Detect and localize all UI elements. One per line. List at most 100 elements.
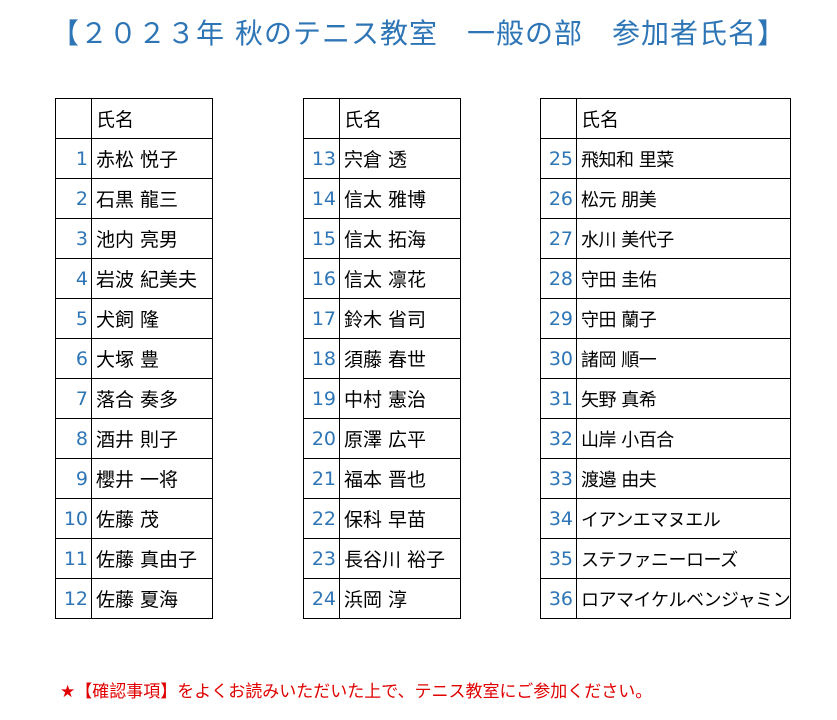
- participant-name: 長谷川 裕子: [339, 538, 461, 579]
- participant-name: イアンエマヌエル: [575, 498, 792, 539]
- participant-name: 酒井 則子: [91, 418, 213, 459]
- participant-number: 23: [303, 538, 340, 579]
- participant-name: 大塚 豊: [91, 338, 213, 379]
- table-row: 20 原澤 広平: [303, 418, 461, 459]
- table-row: 12 佐藤 夏海: [55, 578, 213, 619]
- table-row: 7 落合 奏多: [55, 378, 213, 419]
- page-title: 【２０２３年 秋のテニス教室 一般の部 参加者氏名】: [51, 17, 786, 50]
- participant-name: 佐藤 茂: [91, 498, 213, 539]
- participant-name: 水川 美代子: [575, 218, 792, 259]
- table-row: 18 須藤 春世: [303, 338, 461, 379]
- table-row: 26 松元 朋美: [540, 178, 792, 219]
- participant-number: 25: [540, 138, 577, 179]
- table-header-row: 氏名: [55, 98, 213, 139]
- participant-name: 石黒 龍三: [91, 178, 213, 219]
- table-row: 15 信太 拓海: [303, 218, 461, 259]
- participant-name: 諸岡 順一: [575, 338, 792, 379]
- participant-name: 守田 蘭子: [575, 298, 792, 339]
- participant-name: 鈴木 省司: [339, 298, 461, 339]
- participant-name: 信太 拓海: [339, 218, 461, 259]
- participant-name: 山岸 小百合: [575, 418, 792, 459]
- table-row: 29 守田 蘭子: [540, 298, 792, 339]
- participant-number: 36: [540, 578, 577, 619]
- participant-name: 櫻井 一将: [91, 458, 213, 499]
- table-row: 5 犬飼 隆: [55, 298, 213, 339]
- table-row: 19 中村 憲治: [303, 378, 461, 419]
- table-row: 30 諸岡 順一: [540, 338, 792, 379]
- participant-name: 中村 憲治: [339, 378, 461, 419]
- table-row: 9 櫻井 一将: [55, 458, 213, 499]
- table-row: 33 渡邉 由夫: [540, 458, 792, 499]
- participant-number: 17: [303, 298, 340, 339]
- participant-name: 宍倉 透: [339, 138, 461, 179]
- participant-name: 落合 奏多: [91, 378, 213, 419]
- participant-name: ステファニーローズ: [575, 538, 792, 579]
- table-row: 28 守田 圭佑: [540, 258, 792, 299]
- participant-name: 松元 朋美: [575, 178, 792, 219]
- notice-text: ★【確認事項】をよくお読みいただいた上で、テニス教室にご参加ください。: [60, 682, 653, 702]
- participant-number: 28: [540, 258, 577, 299]
- participant-number: 19: [303, 378, 340, 419]
- participant-name: 佐藤 夏海: [91, 578, 213, 619]
- participant-number: 14: [303, 178, 340, 219]
- table-row: 8 酒井 則子: [55, 418, 213, 459]
- participant-name: 矢野 真希: [575, 378, 792, 419]
- table-row: 2 石黒 龍三: [55, 178, 213, 219]
- table-row: 32 山岸 小百合: [540, 418, 792, 459]
- participant-name: 犬飼 隆: [91, 298, 213, 339]
- participant-number: 33: [540, 458, 577, 499]
- participant-number: 26: [540, 178, 577, 219]
- number-header-cell: [55, 98, 92, 139]
- participant-number: 20: [303, 418, 340, 459]
- participant-name: 赤松 悦子: [91, 138, 213, 179]
- table-row: 4 岩波 紀美夫: [55, 258, 213, 299]
- participant-number: 18: [303, 338, 340, 379]
- table-row: 34 イアンエマヌエル: [540, 498, 792, 539]
- participant-number: 21: [303, 458, 340, 499]
- participant-number: 4: [55, 258, 92, 299]
- number-header-cell: [540, 98, 577, 139]
- table-row: 1 赤松 悦子: [55, 138, 213, 179]
- table-row: 10 佐藤 茂: [55, 498, 213, 539]
- participant-number: 12: [55, 578, 92, 619]
- participant-table-2: 氏名 13 宍倉 透 14 信太 雅博 15 信太 拓海 16 信太 凛花 17 鈴木 省司 18 須…: [303, 98, 461, 619]
- table-row: 13 宍倉 透: [303, 138, 461, 179]
- participant-number: 32: [540, 418, 577, 459]
- participant-number: 5: [55, 298, 92, 339]
- table-row: 22 保科 早苗: [303, 498, 461, 539]
- participant-name: 守田 圭佑: [575, 258, 792, 299]
- participant-number: 9: [55, 458, 92, 499]
- table-row: 35 ステファニーローズ: [540, 538, 792, 579]
- table-row: 24 浜岡 淳: [303, 578, 461, 619]
- participant-name: 原澤 広平: [339, 418, 461, 459]
- participant-number: 2: [55, 178, 92, 219]
- participant-number: 3: [55, 218, 92, 259]
- table-row: 31 矢野 真希: [540, 378, 792, 419]
- participant-number: 29: [540, 298, 577, 339]
- participant-name: 岩波 紀美夫: [91, 258, 213, 299]
- table-row: 21 福本 晋也: [303, 458, 461, 499]
- participant-number: 27: [540, 218, 577, 259]
- participant-table-3: 氏名 25 飛知和 里菜 26 松元 朋美 27 水川 美代子 28 守田 圭佑 29 守田 蘭子…: [540, 98, 792, 619]
- name-header-cell: 氏名: [575, 98, 792, 139]
- table-row: 16 信太 凛花: [303, 258, 461, 299]
- name-header-cell: 氏名: [91, 98, 213, 139]
- participant-number: 1: [55, 138, 92, 179]
- table-row: 23 長谷川 裕子: [303, 538, 461, 579]
- participant-name: ロアマイケルベンジャミン: [575, 578, 792, 619]
- participant-number: 7: [55, 378, 92, 419]
- number-header-cell: [303, 98, 340, 139]
- table-row: 25 飛知和 里菜: [540, 138, 792, 179]
- participant-name: 福本 晋也: [339, 458, 461, 499]
- participant-number: 30: [540, 338, 577, 379]
- participant-number: 13: [303, 138, 340, 179]
- table-row: 14 信太 雅博: [303, 178, 461, 219]
- participant-number: 6: [55, 338, 92, 379]
- participant-name: 須藤 春世: [339, 338, 461, 379]
- participant-name: 佐藤 真由子: [91, 538, 213, 579]
- table-row: 27 水川 美代子: [540, 218, 792, 259]
- table-header-row: 氏名: [540, 98, 792, 139]
- participant-number: 15: [303, 218, 340, 259]
- participant-number: 35: [540, 538, 577, 579]
